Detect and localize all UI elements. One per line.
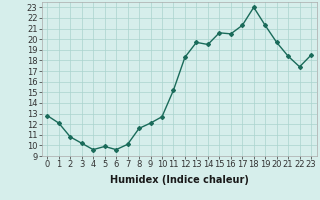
X-axis label: Humidex (Indice chaleur): Humidex (Indice chaleur) [110, 175, 249, 185]
